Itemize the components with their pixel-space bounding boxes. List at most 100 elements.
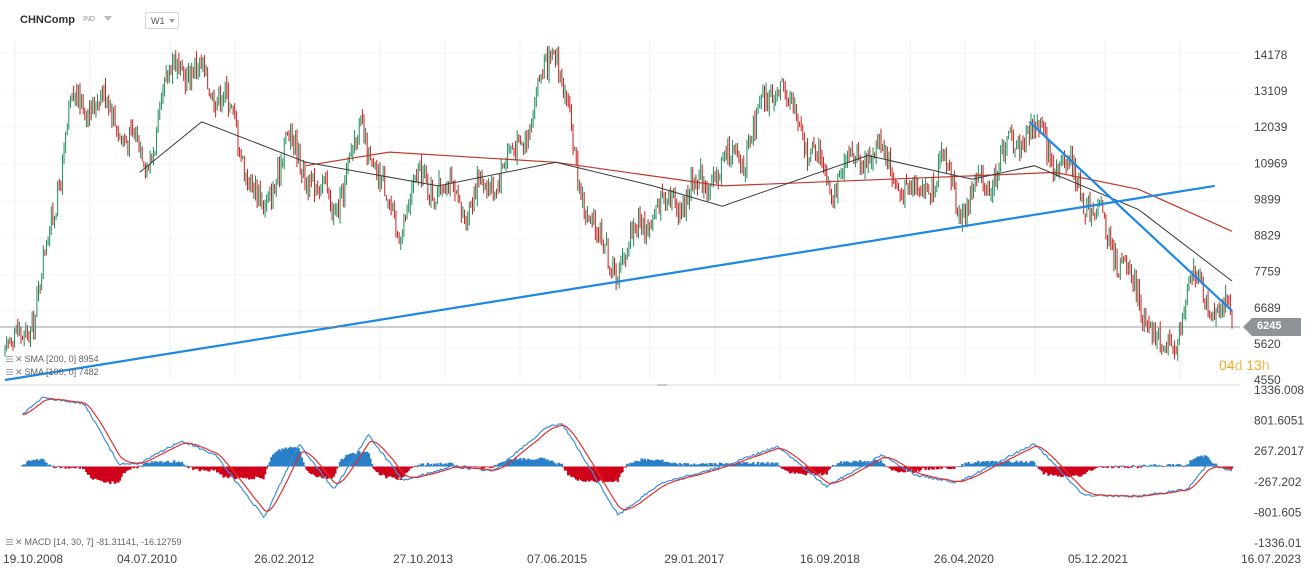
menu-icon[interactable] [6,539,13,546]
macd-histogram-bar [994,461,998,467]
macd-histogram-bar [1186,464,1189,467]
chart-toolbar: CHNComp IND W1 [0,0,1314,40]
macd-histogram-bar [598,466,602,481]
macd-histogram-bar [930,466,934,470]
macd-histogram-bar [906,466,910,472]
macd-tick-label: 267.2017 [1254,444,1304,458]
macd-histogram-bar [650,459,653,467]
macd-histogram-bar [774,462,777,467]
macd-histogram-bar [1034,465,1037,467]
macd-histogram-bar [640,458,643,467]
macd-histogram-bar [1068,466,1071,478]
macd-histogram-bar [531,459,535,467]
macd-histogram-bar [838,462,841,467]
macd-histogram-bar [977,460,980,467]
macd-histogram-bar [763,463,766,467]
symbol-label[interactable]: CHNComp [20,14,75,26]
macd-histogram-bar [496,464,500,467]
close-icon[interactable]: ✕ [15,367,23,377]
macd-histogram-bar [498,463,501,467]
macd-histogram-bar [152,462,155,467]
macd-tick-label: -801.605 [1254,505,1302,519]
macd-histogram-bar [839,461,843,467]
macd-histogram-bar [393,466,396,478]
macd-histogram-bar [544,459,548,467]
macd-histogram-bar [53,466,56,469]
macd-histogram-bar [222,466,225,478]
macd-histogram-bar [45,462,48,467]
price-tick-label: 10969 [1254,156,1288,170]
macd-tick-label: 1336.008 [1254,383,1304,397]
macd-histogram-bar [603,466,607,482]
macd-histogram-bar [283,449,286,467]
macd-histogram-bar [29,461,32,467]
macd-histogram-bar [134,466,138,468]
macd-histogram-bar [554,463,557,467]
macd-histogram-bar [622,466,626,468]
macd-histogram-bar [964,462,967,467]
timeframe-dropdown[interactable]: W1 [145,12,179,29]
macd-histogram-bar [672,462,675,467]
macd-histogram-bar [686,463,690,467]
macd-histogram-bar [169,462,173,467]
macd-histogram-bar [989,461,993,467]
macd-signal-line [22,398,1233,512]
macd-histogram-bar [209,466,213,470]
macd-histogram-bar [147,462,150,467]
close-icon[interactable]: ✕ [15,537,23,547]
macd-histogram-bar [819,466,822,473]
macd-histogram-bar [1061,466,1065,477]
macd-histogram-bar [59,466,63,469]
macd-histogram-bar [495,465,498,467]
pane-resize-handle[interactable] [657,384,667,386]
macd-histogram-bar [1173,465,1176,467]
macd-histogram-bar [587,466,591,482]
macd-histogram-bar [190,466,193,468]
macd-histogram-bar [621,466,624,473]
macd-histogram-bar [1146,466,1149,467]
macd-histogram-bar [1203,455,1207,467]
macd-histogram-bar [1098,466,1101,468]
macd-histogram-bar [696,464,699,467]
macd-histogram-bar [176,462,179,467]
macd-histogram-bar [769,463,773,467]
macd-histogram-bar [1023,462,1026,467]
macd-histogram-bar [756,461,760,467]
candle-series [4,45,1233,361]
macd-histogram-bar [965,463,969,467]
chevron-down-icon[interactable] [104,16,112,21]
macd-histogram-bar [81,466,85,470]
macd-histogram-bar [96,466,99,480]
macd-histogram-bar [402,466,406,477]
macd-histogram-bar [281,448,284,467]
macd-histogram-bar [1151,465,1154,467]
macd-histogram-bar [474,466,477,468]
macd-histogram-bar [689,464,693,467]
macd-histogram-bar [705,463,709,467]
macd-histogram-bar [653,460,656,467]
macd-histogram-bar [1138,465,1141,467]
macd-histogram-bar [902,466,905,473]
macd-histogram-bar [673,462,677,467]
macd-histogram-bar [200,466,203,471]
macd-histogram-bar [1058,466,1061,476]
macd-histogram-bar [1112,466,1116,468]
macd-histogram-bar [32,459,35,467]
close-icon[interactable]: ✕ [15,354,23,364]
price-tag-shape [1243,318,1301,336]
menu-icon[interactable] [6,356,13,363]
market-label[interactable]: IND [83,16,96,23]
macd-histogram-bar [345,454,348,467]
macd-histogram-bar [959,466,962,468]
macd-histogram-bar [557,462,560,467]
macd-histogram-bar [1088,466,1092,470]
macd-histogram-bar [731,464,734,467]
macd-histogram-bar [1147,465,1151,467]
macd-histogram-bar [784,466,787,471]
macd-histogram-bar [1192,458,1195,467]
macd-histogram-bar [835,465,838,467]
macd-histogram-bar [244,466,248,479]
menu-icon[interactable] [6,369,13,376]
macd-histogram-bar [1085,466,1089,472]
